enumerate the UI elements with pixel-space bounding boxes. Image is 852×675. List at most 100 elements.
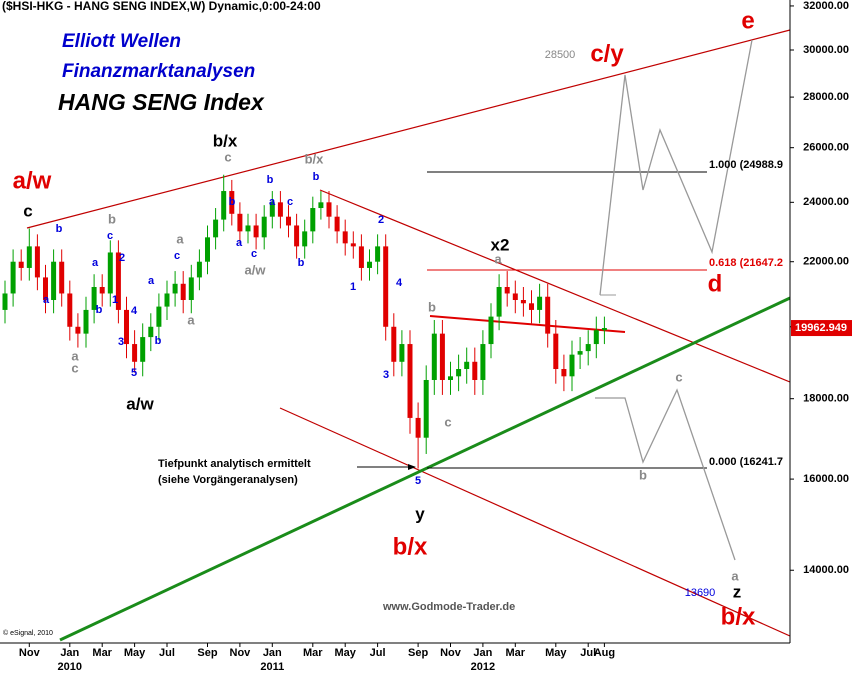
trend-line	[279, 407, 791, 637]
x-tick-label: Jul	[159, 647, 175, 659]
candle-body	[601, 328, 607, 331]
candle-body	[496, 287, 502, 317]
candle-body	[188, 277, 194, 301]
candle-body	[488, 316, 494, 345]
candle-body	[472, 361, 478, 380]
candle-body	[415, 417, 421, 438]
wave-label: c	[251, 248, 257, 260]
candle-body	[156, 306, 162, 327]
y-tick-label: 26000.00	[803, 142, 849, 154]
candle-body	[342, 231, 348, 244]
wave-path	[595, 388, 736, 561]
wave-label: b	[229, 196, 236, 208]
candle-body	[180, 283, 186, 301]
candle-body	[10, 261, 16, 294]
candle-body	[310, 208, 316, 232]
wave-label: 3	[383, 369, 389, 381]
wave-label: c	[107, 230, 113, 242]
candle-body	[237, 213, 243, 232]
candle-body	[399, 344, 405, 362]
candle-body	[59, 261, 65, 294]
x-tick-label: Sep	[408, 647, 428, 659]
wave-label: c	[224, 149, 231, 164]
candle-body	[504, 287, 510, 294]
x-tick-label: Jan	[263, 647, 282, 659]
candle-body	[140, 337, 146, 362]
trend-line	[429, 315, 626, 333]
candle-body	[2, 293, 8, 310]
wave-label: b	[155, 335, 162, 347]
wave-label: c	[444, 414, 451, 429]
wave-label: 5	[415, 475, 421, 487]
candle-body	[529, 303, 534, 310]
wave-label: b	[108, 211, 116, 226]
candle-body	[464, 361, 470, 370]
wave-label: b	[313, 171, 320, 183]
candle-body	[407, 344, 413, 418]
candle-body	[148, 326, 154, 338]
candle-body	[294, 225, 300, 247]
wave-label: c	[675, 369, 682, 384]
level-label: 0.618 (21647.2	[709, 257, 783, 269]
wave-label: a	[236, 237, 243, 249]
x-tick-label: Nov	[440, 647, 462, 659]
subtitle: Elliott Wellen	[62, 31, 181, 52]
wave-label: a	[731, 568, 739, 583]
wave-label: c	[71, 360, 78, 375]
wave-label: c	[287, 196, 293, 208]
x-tick-label: Sep	[197, 647, 217, 659]
wave-label: a	[176, 231, 184, 246]
candle-body	[334, 216, 340, 232]
candle-body	[431, 333, 437, 380]
wave-label: a	[71, 348, 79, 363]
candle-body	[480, 344, 486, 380]
candle-body	[286, 216, 291, 226]
trend-line	[59, 296, 791, 642]
wave-label: 4	[396, 277, 403, 289]
subtitle: Finanzmarktanalysen	[62, 61, 255, 82]
wave-label: a	[187, 312, 195, 327]
drawings	[0, 0, 791, 644]
candle-body	[358, 246, 364, 268]
x-tick-label: Mar	[506, 647, 526, 659]
candle-body	[221, 191, 227, 220]
candle-body	[245, 225, 251, 232]
candle-body	[367, 261, 372, 268]
wave-label: a	[148, 275, 155, 287]
candle-body	[164, 293, 170, 307]
candle-body	[172, 283, 178, 294]
candle-body	[350, 243, 356, 247]
y-tick-label: 28000.00	[803, 91, 849, 103]
x-tick-label: May	[124, 647, 146, 659]
candle-body	[34, 246, 40, 278]
wave-label: b/x	[305, 151, 325, 166]
x-tick-label: Jan	[60, 647, 79, 659]
chart-title: ($HSI-HKG - HANG SENG INDEX,W) Dynamic,0…	[2, 0, 321, 13]
arrow-head	[408, 464, 416, 470]
candle-body	[26, 246, 32, 268]
wave-label: a/w	[13, 167, 52, 194]
watermark: www.Godmode-Trader.de	[382, 601, 515, 613]
wave-label: b/x	[721, 603, 756, 630]
wave-label: x2	[491, 235, 510, 254]
candle-body	[124, 309, 129, 345]
wave-label: b	[56, 223, 63, 235]
candle-body	[326, 202, 332, 217]
wave-label: b/x	[213, 131, 238, 150]
x-year-label: 2012	[471, 661, 495, 673]
x-tick-label: Nov	[230, 647, 252, 659]
candle-body	[229, 191, 235, 214]
wave-label: e	[741, 7, 754, 34]
trend-line	[26, 29, 791, 229]
wave-label: 13690	[685, 587, 716, 599]
wave-label: 28500	[545, 49, 576, 61]
last-price-box	[791, 320, 852, 337]
level-label: 1.000 (24988.9	[709, 159, 783, 171]
note: (siehe Vorgängeranalysen)	[158, 474, 298, 486]
wave-label: a	[92, 257, 99, 269]
x-tick-label: Aug	[594, 647, 615, 659]
subtitle: HANG SENG Index	[58, 89, 265, 115]
candle-body	[107, 252, 113, 294]
candle-body	[67, 293, 73, 327]
